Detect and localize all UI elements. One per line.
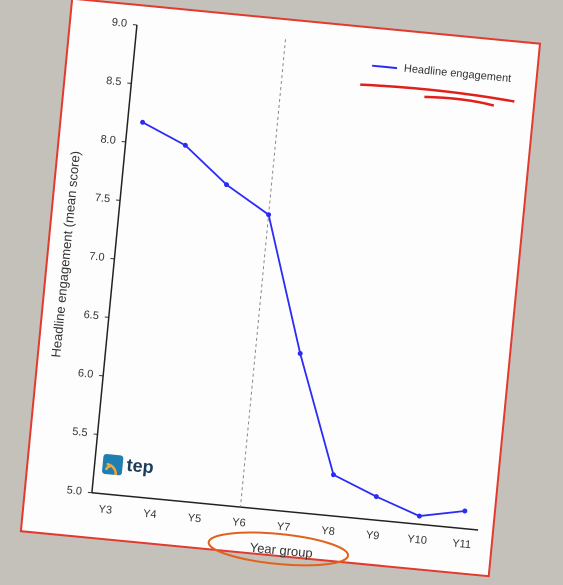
point [224,182,230,188]
x-axis-label: Year group [249,540,313,561]
paper-sheet [19,0,542,578]
y-axis [91,24,138,493]
annotation-circle [207,531,350,567]
logo-wave [104,462,117,476]
point [140,119,146,125]
point [266,212,272,218]
logo-icon [102,454,124,476]
x-tick-label: Y7 [276,521,291,534]
x-tick-label: Y9 [365,529,380,542]
point [462,508,468,514]
legend-swatch [372,64,398,70]
y-tick-label: 8.5 [106,75,122,88]
point [373,494,379,500]
x-tick-label: Y6 [232,516,247,529]
x-tick-label: Y8 [321,525,336,538]
annotation-underline [360,83,515,107]
x-tick-label: Y3 [98,503,113,516]
y-tick-label: 7.5 [94,192,110,205]
y-tick-label: 9.0 [111,16,127,29]
y-tick-label: 6.5 [83,309,99,322]
y-tick-label: 7.0 [89,250,105,263]
point [416,513,422,519]
x-tick-label: Y11 [452,538,472,552]
y-tick-label: 6.0 [77,367,93,380]
logo-text: tep [126,455,155,477]
y-tick-label: 5.5 [72,426,88,439]
x-tick-label: Y10 [407,533,428,547]
paper: 5.0 5.5 6.0 6.5 7.0 7.5 8.0 8.5 9.0 Y3 Y4 Y5 Y6 Y7 Y8 Y… [19,0,542,578]
point [182,142,188,148]
y-tick-label: 8.0 [100,133,116,146]
y-tick-label: 5.0 [66,484,82,497]
point [330,472,336,478]
x-axis [91,492,479,531]
marker-line [239,39,286,508]
x-tick-label: Y5 [187,512,202,525]
point [297,350,303,356]
x-tick-label: Y4 [143,508,158,521]
